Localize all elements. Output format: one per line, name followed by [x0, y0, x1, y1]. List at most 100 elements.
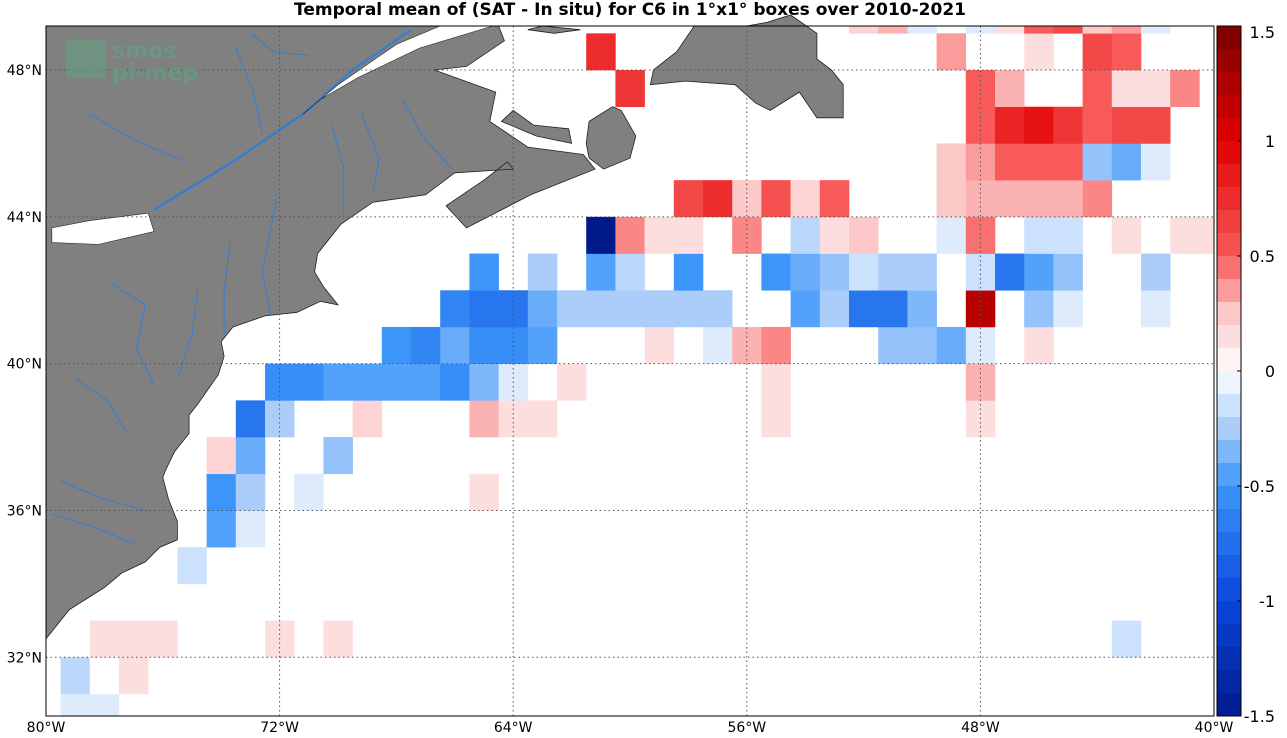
heatmap-cell: [235, 400, 266, 438]
heatmap-cell: [761, 326, 791, 364]
lake-ontario: [51, 212, 155, 245]
heatmap-cell: [673, 180, 704, 218]
heatmap-cell: [1024, 106, 1054, 144]
heatmap-cell: [907, 26, 937, 34]
colorbar-segment: [1217, 486, 1241, 510]
heatmap-cell: [411, 326, 441, 364]
heatmap-cell: [557, 363, 587, 401]
heatmap-cell: [907, 290, 937, 328]
grid-lines: [45, 26, 1215, 716]
heatmap-cell: [527, 400, 558, 438]
logo-line1: smos: [112, 39, 176, 64]
river-line: [109, 282, 155, 386]
heatmap-cell: [761, 180, 791, 218]
colorbar-segment: [1217, 95, 1241, 119]
river-line: [60, 480, 146, 511]
colorbar-segment: [1217, 233, 1241, 257]
colorbar-segment: [1217, 348, 1241, 372]
colorbar-segment: [1217, 118, 1241, 142]
heatmap-cell: [849, 290, 879, 328]
heatmap-cell: [673, 290, 704, 328]
colorbar-segment: [1217, 624, 1241, 648]
mainland-north-america: [45, 25, 596, 641]
heatmap-cell: [1141, 290, 1171, 328]
heatmap-cell: [936, 33, 967, 71]
heatmap-cell: [936, 326, 967, 364]
heatmap-cell: [469, 363, 499, 401]
heatmap-cell: [907, 326, 937, 364]
heatmap-cell: [965, 290, 996, 328]
heatmap-cell: [352, 400, 383, 438]
colorbar-segment: [1217, 394, 1241, 418]
heatmap-cell: [1184, 216, 1215, 254]
plot-frame: [45, 25, 1215, 717]
heatmap-cell: [440, 363, 470, 401]
heatmap-cell: [907, 253, 937, 291]
heatmap-cell: [1170, 70, 1200, 108]
heatmap-cell: [849, 26, 879, 34]
heatmap-cell: [1111, 26, 1142, 34]
colorbar-segment: [1217, 325, 1241, 349]
heatmap-cell: [89, 693, 120, 717]
heatmap-cell: [995, 70, 1025, 108]
heatmap-cell: [89, 657, 120, 695]
colorbar-segment: [1217, 417, 1241, 441]
heatmap-cell: [995, 180, 1025, 218]
chart-title: Temporal mean of (SAT - In situ) for C6 …: [294, 0, 966, 20]
colorbar-segment: [1217, 256, 1241, 280]
heatmap-cell: [469, 326, 499, 364]
heatmap-cell: [1082, 106, 1113, 144]
heatmap-cell: [936, 216, 967, 254]
heatmap-cell: [878, 326, 908, 364]
heatmap-cell: [790, 180, 821, 218]
heatmap-cell: [644, 290, 675, 328]
heatmap-cell: [527, 326, 558, 364]
colorbar-segment: [1217, 72, 1241, 96]
heatmap-cell: [673, 253, 704, 291]
heatmap-cell: [381, 363, 412, 401]
heatmap-cell: [440, 326, 470, 364]
heatmap-cell: [819, 216, 850, 254]
colorbar-segment: [1217, 187, 1241, 211]
colorbar-tick-label: 1.5: [1250, 23, 1275, 42]
heatmap-cell: [790, 253, 821, 291]
river-line: [89, 113, 187, 163]
colorbar-tick-label: -0.5: [1244, 477, 1275, 496]
heatmap-cell: [469, 290, 499, 328]
colorbar-segment: [1217, 279, 1241, 303]
heatmap-cell: [1111, 70, 1142, 108]
heatmap-cell: [819, 253, 850, 291]
heatmap-cell: [849, 216, 879, 254]
heatmap-cell: [440, 290, 470, 328]
heatmap-cell: [294, 363, 324, 401]
colorbar-segment: [1217, 164, 1241, 188]
heatmap-cell: [89, 620, 120, 658]
colorbar-segment: [1217, 555, 1241, 579]
anticosti-island: [527, 25, 581, 34]
colorbar-tick-label: 0: [1265, 362, 1275, 381]
heatmap-cell: [1024, 180, 1054, 218]
heatmap-cell: [1024, 326, 1054, 364]
colorbar-tick-label: -1: [1259, 592, 1275, 611]
heatmap-cell: [1024, 253, 1054, 291]
heatmap-cell: [644, 326, 675, 364]
heatmap-cell: [119, 657, 149, 695]
colorbar-segment: [1217, 509, 1241, 533]
heatmap-cell: [1141, 253, 1171, 291]
y-tick-label: 36°N: [7, 503, 42, 519]
colorbar-segment: [1217, 440, 1241, 464]
colorbar-segment: [1217, 141, 1241, 165]
heatmap-cell: [206, 473, 237, 511]
heatmap-cell: [1082, 26, 1113, 34]
map-plot-area: [45, 14, 1215, 717]
heatmap-cell: [703, 326, 733, 364]
colorbar-segment: [1217, 26, 1241, 50]
heatmap-cell: [1053, 216, 1083, 254]
heatmap-cell: [878, 253, 908, 291]
heatmap-cell: [469, 473, 499, 511]
heatmap-cell: [761, 253, 791, 291]
heatmap-cell: [60, 693, 91, 717]
colorbar-segment: [1217, 302, 1241, 326]
heatmap-cell: [586, 216, 616, 254]
heatmap-cell: [1082, 33, 1113, 71]
